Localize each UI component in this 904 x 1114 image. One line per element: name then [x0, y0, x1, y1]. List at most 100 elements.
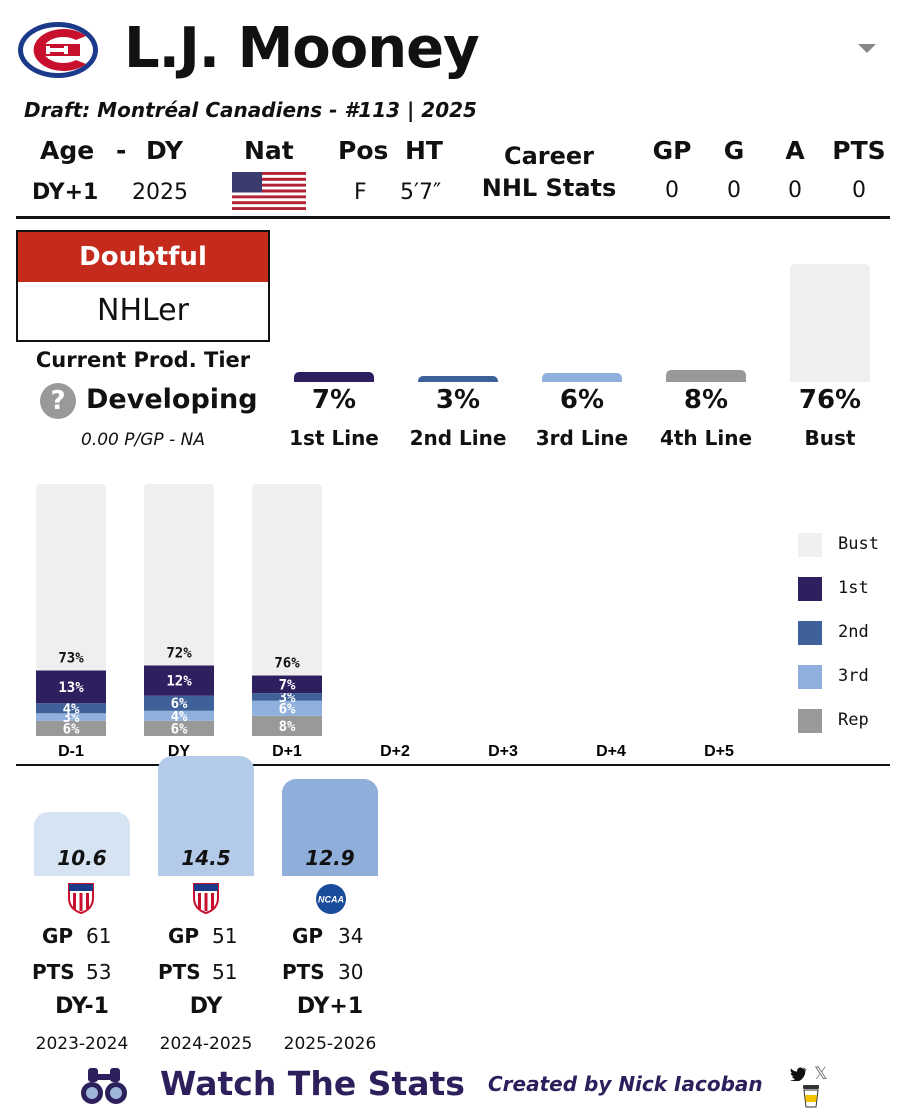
stack-label-bust: 76% — [274, 656, 300, 672]
age-label: Age — [40, 136, 95, 165]
stack-label-2nd: 6% — [171, 696, 188, 712]
stack-label-rep: 8% — [279, 719, 296, 735]
brand-name: Watch The Stats — [160, 1064, 465, 1103]
stack-label-1st: 7% — [279, 677, 296, 693]
season-dy-label: DY — [189, 994, 223, 1019]
season-gp-label: GP — [42, 924, 74, 948]
season-pts-label: PTS — [282, 960, 325, 984]
stack-label-2nd: 4% — [63, 701, 80, 717]
stack-segment-bust — [36, 484, 106, 671]
outcome-bar-2nd-line — [418, 260, 498, 382]
legend-swatch-rep — [798, 709, 822, 733]
outcome-fill-2nd-line — [418, 376, 498, 382]
player-name: L.J. Mooney — [124, 16, 480, 81]
outcome-label-2nd-line: 2nd Line — [409, 426, 507, 450]
outcome-fill-bust — [790, 264, 870, 382]
season-dy-label: DY+1 — [296, 994, 364, 1019]
stack-label-2nd: 3% — [279, 690, 296, 706]
stack-segment-2nd — [36, 703, 106, 714]
stack-label-rep: 6% — [63, 721, 80, 737]
stack-segment-3rd — [144, 710, 214, 721]
season-gp-label: GP — [168, 924, 200, 948]
season-years: 2024-2025 — [159, 1034, 253, 1054]
nat-label: Nat — [244, 136, 294, 165]
career-gp-value: 0 — [665, 178, 679, 203]
stack-segment-1st — [252, 675, 322, 694]
twitter-icon[interactable] — [790, 1067, 808, 1081]
stack-label-1st: 13% — [58, 680, 84, 696]
projection-box: Doubtful NHLer — [16, 230, 270, 342]
outcome-pct-2nd-line: 3% — [435, 385, 481, 415]
career-label-1: Career — [503, 142, 595, 170]
season-bar — [158, 756, 254, 876]
pos-value: F — [354, 180, 367, 205]
pos-label: Pos — [338, 136, 389, 165]
stack-segment-bust — [144, 484, 214, 666]
season-bar — [34, 812, 130, 876]
career-g-value: 0 — [727, 178, 741, 203]
stack-label-3rd: 3% — [63, 710, 80, 726]
outcome-fill-3rd-line — [542, 373, 622, 382]
stack-segment-rep — [36, 720, 106, 736]
career-a-value: 0 — [788, 178, 802, 203]
coffee-icon[interactable] — [800, 1084, 822, 1108]
ncaa-icon: NCAA — [316, 884, 346, 914]
stack-label-3rd: 6% — [279, 701, 296, 717]
category-tick-label: DY — [168, 743, 191, 760]
outcome-label-3rd-line: 3rd Line — [535, 426, 629, 450]
dy-value: 2025 — [132, 180, 188, 205]
outcome-bar-bust — [790, 260, 870, 382]
stack-segment-bust — [252, 484, 322, 676]
season-pts-value: 30 — [338, 960, 364, 984]
season-gp-value: 51 — [212, 924, 238, 948]
creator-credit: Created by Nick Iacoban — [488, 1072, 763, 1096]
stack-label-bust: 72% — [166, 645, 192, 661]
usa-flag-icon — [232, 172, 306, 210]
age-value: DY+1 — [32, 180, 99, 205]
category-tick-label: D+4 — [596, 743, 626, 760]
stack-label-1st: 12% — [166, 674, 192, 690]
team-logo-icon — [18, 22, 98, 78]
category-tick-label: D-1 — [58, 743, 84, 760]
legend-label-rep: Rep — [838, 710, 869, 730]
season-bar — [282, 779, 378, 876]
outcome-label-4th-line: 4th Line — [659, 426, 753, 450]
season-pts-label: PTS — [158, 960, 201, 984]
stack-segment-1st — [36, 670, 106, 704]
outcome-bar-4th-line — [666, 260, 746, 382]
stack-segment-rep — [144, 720, 214, 736]
projection-verdict: Doubtful — [18, 232, 268, 282]
career-pts-header: PTS — [832, 136, 886, 165]
stack-segment-2nd — [144, 695, 214, 711]
prod-tier-label: Current Prod. Tier — [35, 348, 251, 372]
ht-label: HT — [405, 136, 443, 165]
dy-label: DY — [146, 136, 184, 165]
age-dash: - — [116, 136, 127, 165]
outcome-label-bust: Bust — [804, 426, 856, 450]
outcome-pct-1st-line: 7% — [311, 385, 357, 415]
career-label-2: NHL Stats — [481, 174, 617, 202]
divider-middle — [16, 764, 890, 766]
career-a-header: A — [785, 136, 805, 165]
chevron-down-icon[interactable] — [858, 44, 876, 53]
season-years: 2023-2024 — [35, 1034, 129, 1054]
outcome-pct-3rd-line: 6% — [559, 385, 605, 415]
legend-label-2nd: 2nd — [838, 622, 869, 642]
divider-top — [16, 216, 890, 219]
x-icon[interactable]: 𝕏 — [814, 1064, 828, 1084]
season-pts-value: 51 — [212, 960, 238, 984]
season-gp-label: GP — [292, 924, 324, 948]
career-pts-value: 0 — [852, 178, 866, 203]
career-g-header: G — [723, 136, 745, 165]
stack-label-bust: 73% — [58, 650, 84, 666]
outcome-pct-4th-line: 8% — [683, 385, 729, 415]
season-pts-label: PTS — [32, 960, 75, 984]
category-tick-label: D+2 — [380, 743, 410, 760]
category-tick-label: D+3 — [488, 743, 518, 760]
question-icon[interactable]: ? — [40, 383, 76, 419]
ushl-shield-icon — [193, 883, 219, 914]
outcome-fill-1st-line — [294, 371, 374, 382]
binoculars-icon — [81, 1068, 127, 1104]
prod-tier-value: Developing — [86, 384, 258, 415]
season-bar-value: 14.5 — [181, 846, 231, 870]
